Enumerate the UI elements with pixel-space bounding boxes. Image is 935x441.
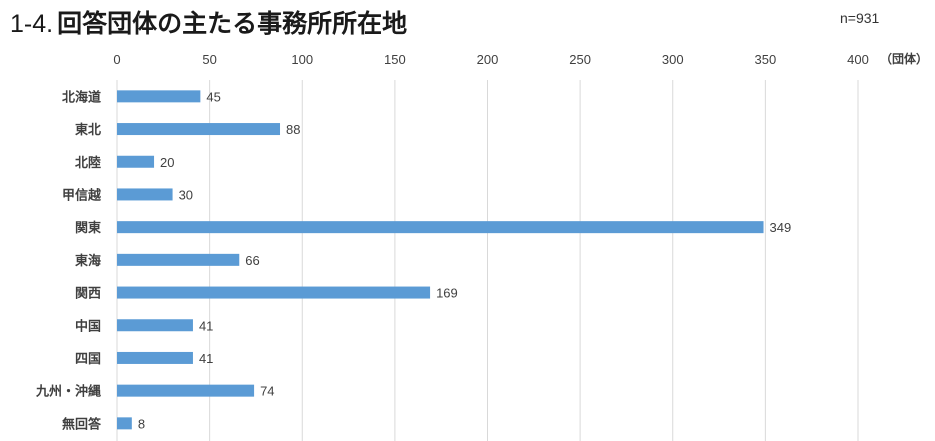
bar (117, 221, 764, 234)
bar-value-label: 88 (286, 122, 300, 137)
x-tick-label-200: 200 (477, 52, 499, 67)
gridlines (116, 80, 859, 441)
x-tick-label-250: 250 (569, 52, 591, 67)
x-tick-label-100: 100 (291, 52, 313, 67)
bar-value-label: 8 (138, 416, 145, 431)
x-axis-unit-label: （団体） (880, 51, 928, 66)
bar-value-label: 20 (160, 155, 174, 170)
bar (117, 123, 281, 136)
bar-value-label: 45 (206, 89, 220, 104)
chart-title-text: 回答団体の主たる事務所所在地 (57, 9, 408, 38)
bar (117, 417, 132, 430)
x-tick-label-350: 350 (755, 52, 777, 67)
category-label: 関西 (75, 287, 101, 302)
category-label: 九州・沖縄 (35, 384, 101, 400)
bar-value-label: 66 (245, 253, 259, 268)
category-label: 東北 (75, 122, 101, 138)
value-labels: 45 88 20 30 349 66 169 41 41 74 8 (138, 89, 791, 431)
x-axis-ticks: 0 50 100 150 200 250 300 350 400 (113, 52, 868, 67)
category-label: 北陸 (75, 155, 101, 171)
bar-value-label: 41 (199, 318, 213, 333)
bar-value-label: 30 (179, 187, 193, 202)
x-tick-label-50: 50 (202, 52, 216, 67)
bar (117, 384, 255, 397)
x-tick-label-150: 150 (384, 52, 406, 67)
x-tick-label-400: 400 (847, 52, 869, 67)
bar-value-label: 74 (260, 384, 274, 399)
sample-size-label: n=931 (840, 10, 880, 26)
bar (117, 351, 193, 364)
category-label: 北海道 (62, 89, 101, 105)
category-label: 無回答 (62, 416, 102, 432)
bar (117, 90, 201, 103)
category-label: 東海 (75, 253, 101, 269)
chart-title-prefix: 1-4. (10, 10, 54, 38)
x-tick-label-300: 300 (662, 52, 684, 67)
category-label: 甲信越 (62, 187, 102, 203)
category-label: 四国 (75, 352, 101, 367)
chart-title: 1-4. 回答団体の主たる事務所所在地 (10, 4, 407, 40)
bar (117, 253, 240, 266)
bar (117, 188, 173, 201)
x-tick-label-0: 0 (113, 52, 120, 67)
bar (117, 155, 155, 168)
bars (117, 90, 764, 430)
bar (117, 286, 431, 299)
bar-value-label: 169 (436, 286, 458, 301)
category-label: 関東 (75, 220, 101, 236)
category-label: 中国 (75, 318, 101, 334)
bar-value-label: 349 (770, 220, 792, 235)
bar (117, 319, 193, 332)
bar-value-label: 41 (199, 351, 213, 366)
